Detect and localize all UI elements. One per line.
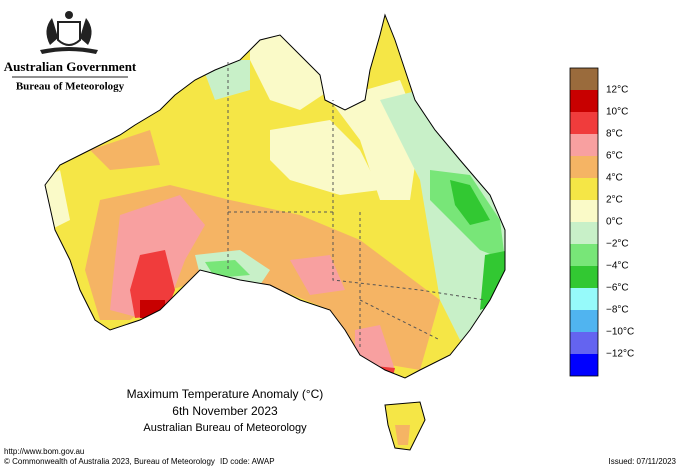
legend-label: −4°C <box>606 261 629 272</box>
legend-label: 2°C <box>606 195 623 206</box>
copyright: © Commonwealth of Australia 2023, Bureau… <box>4 457 215 466</box>
date: 6th November 2023 <box>172 404 278 418</box>
legend-frame <box>569 67 599 377</box>
legend-swatch <box>570 288 598 310</box>
legend-swatch <box>570 354 598 376</box>
legend-swatch <box>570 332 598 354</box>
legend-swatch <box>570 200 598 222</box>
legend-label: 10°C <box>606 107 628 118</box>
legend-swatch <box>570 68 598 90</box>
legend-label: 0°C <box>606 217 623 228</box>
tasmania-anomaly <box>395 425 410 445</box>
agency: Australian Government <box>4 59 137 74</box>
legend-swatch <box>570 134 598 156</box>
legend: 12°C 10°C 8°C 6°C 4°C 2°C 0°C −2°C −4°C −6°C −8°C −… <box>569 67 634 377</box>
legend-label: 12°C <box>606 85 628 96</box>
title: Maximum Temperature Anomaly (°C) <box>127 387 324 401</box>
legend-swatch <box>570 178 598 200</box>
legend-label: −2°C <box>606 239 629 250</box>
legend-label: −10°C <box>606 327 634 338</box>
legend-label: −6°C <box>606 283 629 294</box>
legend-label: 8°C <box>606 129 623 140</box>
legend-swatch <box>570 266 598 288</box>
legend-swatch <box>570 112 598 134</box>
issued: Issued: 07/11/2023 <box>609 457 677 466</box>
url: http://www.bom.gov.au <box>4 447 84 456</box>
legend-swatch <box>570 156 598 178</box>
legend-label: −12°C <box>606 349 634 360</box>
legend-label: −8°C <box>606 305 629 316</box>
source: Australian Bureau of Meteorology <box>143 422 307 434</box>
coastline <box>44 13 506 379</box>
legend-label: 6°C <box>606 151 623 162</box>
state-borders <box>227 62 486 350</box>
legend-swatch <box>570 244 598 266</box>
bureau: Bureau of Meteorology <box>16 81 125 93</box>
id-code: ID code: AWAP <box>220 457 275 466</box>
legend-swatch <box>570 310 598 332</box>
legend-label: 4°C <box>606 173 623 184</box>
coat-of-arms <box>40 11 98 54</box>
legend-swatch <box>570 90 598 112</box>
legend-swatch <box>570 222 598 244</box>
